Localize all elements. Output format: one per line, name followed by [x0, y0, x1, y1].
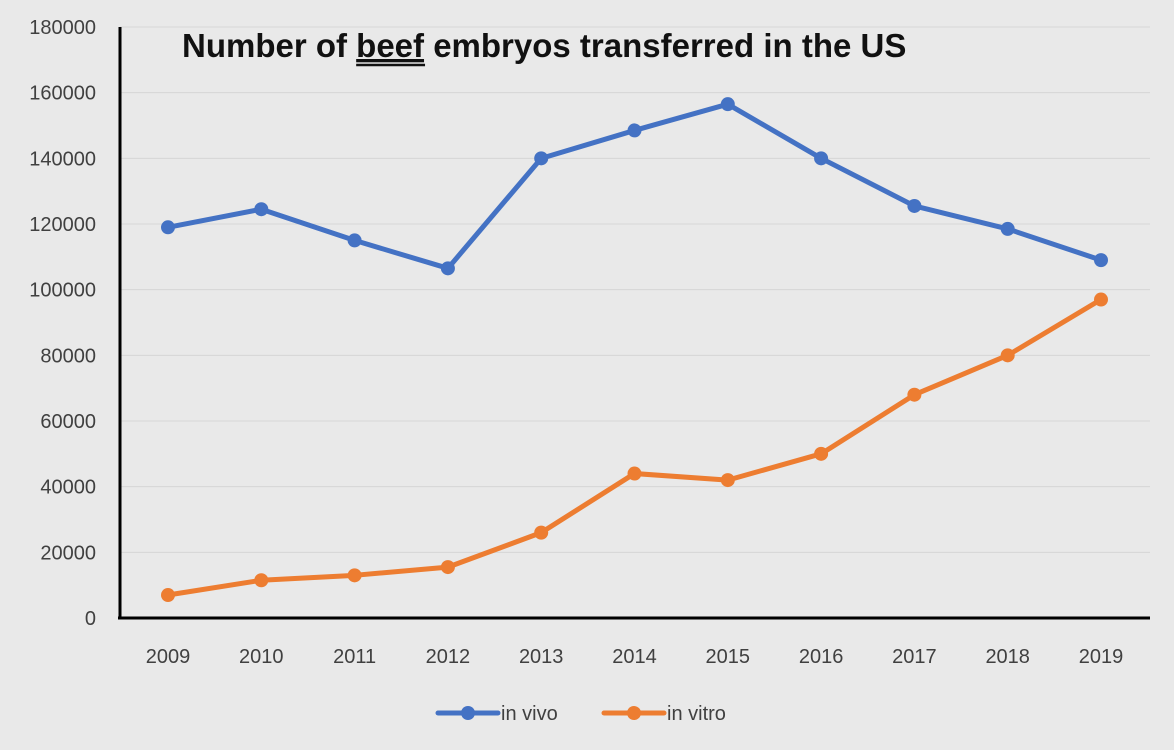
- x-tick-label: 2019: [1079, 646, 1124, 668]
- x-tick-label: 2009: [146, 646, 191, 668]
- data-point-in-vitro: [1094, 292, 1108, 307]
- data-point-in-vivo: [254, 202, 269, 217]
- data-point-in-vivo: [1094, 253, 1108, 268]
- legend-item-in-vitro: in vitro: [601, 703, 726, 725]
- data-point-in-vivo: [907, 198, 922, 213]
- x-tick-label: 2014: [612, 646, 657, 668]
- x-tick-label: 2017: [892, 646, 937, 668]
- series-in-vivo: [161, 97, 1108, 276]
- y-tick-label: 140000: [29, 148, 96, 170]
- y-tick-label: 60000: [40, 411, 96, 433]
- legend-label: in vitro: [667, 703, 726, 725]
- chart-title-underlined: beef: [356, 27, 425, 64]
- chart-title-before: Number of: [182, 27, 356, 64]
- data-point-in-vivo: [720, 97, 735, 112]
- chart-title-after: embryos transferred in the US: [424, 27, 906, 64]
- y-tick-label: 20000: [40, 542, 96, 564]
- data-point-in-vivo: [814, 151, 829, 166]
- data-point-in-vivo: [347, 233, 362, 248]
- x-tick-label: 2011: [333, 646, 376, 668]
- data-point-in-vitro: [440, 560, 455, 575]
- y-tick-labels: 0 20000 40000 60000 80000 100000 120000 140000 1…: [29, 17, 96, 630]
- data-point-in-vivo: [627, 123, 642, 138]
- y-tick-label: 120000: [29, 214, 96, 236]
- x-tick-label: 2010: [239, 646, 284, 668]
- data-point-in-vitro: [254, 573, 269, 588]
- series-line-in-vitro: [165, 297, 1104, 598]
- x-tick-label: 2015: [706, 646, 751, 668]
- y-tick-label: 40000: [40, 477, 96, 499]
- legend-swatch-marker: [627, 706, 641, 720]
- data-point-in-vivo: [534, 151, 549, 166]
- axes: [118, 27, 1150, 620]
- data-point-in-vitro: [161, 588, 175, 603]
- data-point-in-vitro: [907, 387, 922, 402]
- chart-title: Number of beef embryos transferred in th…: [182, 27, 906, 64]
- legend-swatch-marker: [461, 706, 475, 720]
- series: [161, 97, 1108, 603]
- data-point-in-vivo: [440, 261, 455, 276]
- legend-label: in vivo: [501, 703, 558, 725]
- gridlines: [120, 26, 1150, 553]
- x-tick-label: 2013: [519, 646, 564, 668]
- data-point-in-vitro: [1000, 348, 1015, 363]
- legend: in vivo in vitro: [435, 703, 726, 725]
- x-tick-label: 2012: [426, 646, 471, 668]
- x-tick-labels: 2009 2010 2011 2012 2013 2014 2015 2016 2017 2018…: [146, 646, 1124, 668]
- y-tick-label: 0: [85, 608, 96, 630]
- data-point-in-vitro: [347, 568, 362, 583]
- data-point-in-vivo: [1000, 221, 1015, 236]
- data-point-in-vitro: [627, 466, 642, 481]
- data-point-in-vitro: [720, 473, 735, 488]
- data-point-in-vitro: [814, 446, 829, 461]
- x-tick-label: 2018: [985, 646, 1030, 668]
- data-point-in-vitro: [534, 525, 549, 540]
- x-tick-label: 2016: [799, 646, 844, 668]
- y-tick-label: 160000: [29, 83, 96, 105]
- y-tick-label: 180000: [29, 17, 96, 39]
- series-in-vitro: [161, 292, 1108, 603]
- legend-item-in-vivo: in vivo: [435, 703, 558, 725]
- y-tick-label: 80000: [40, 345, 96, 367]
- data-point-in-vivo: [161, 220, 175, 235]
- y-tick-label: 100000: [29, 280, 96, 302]
